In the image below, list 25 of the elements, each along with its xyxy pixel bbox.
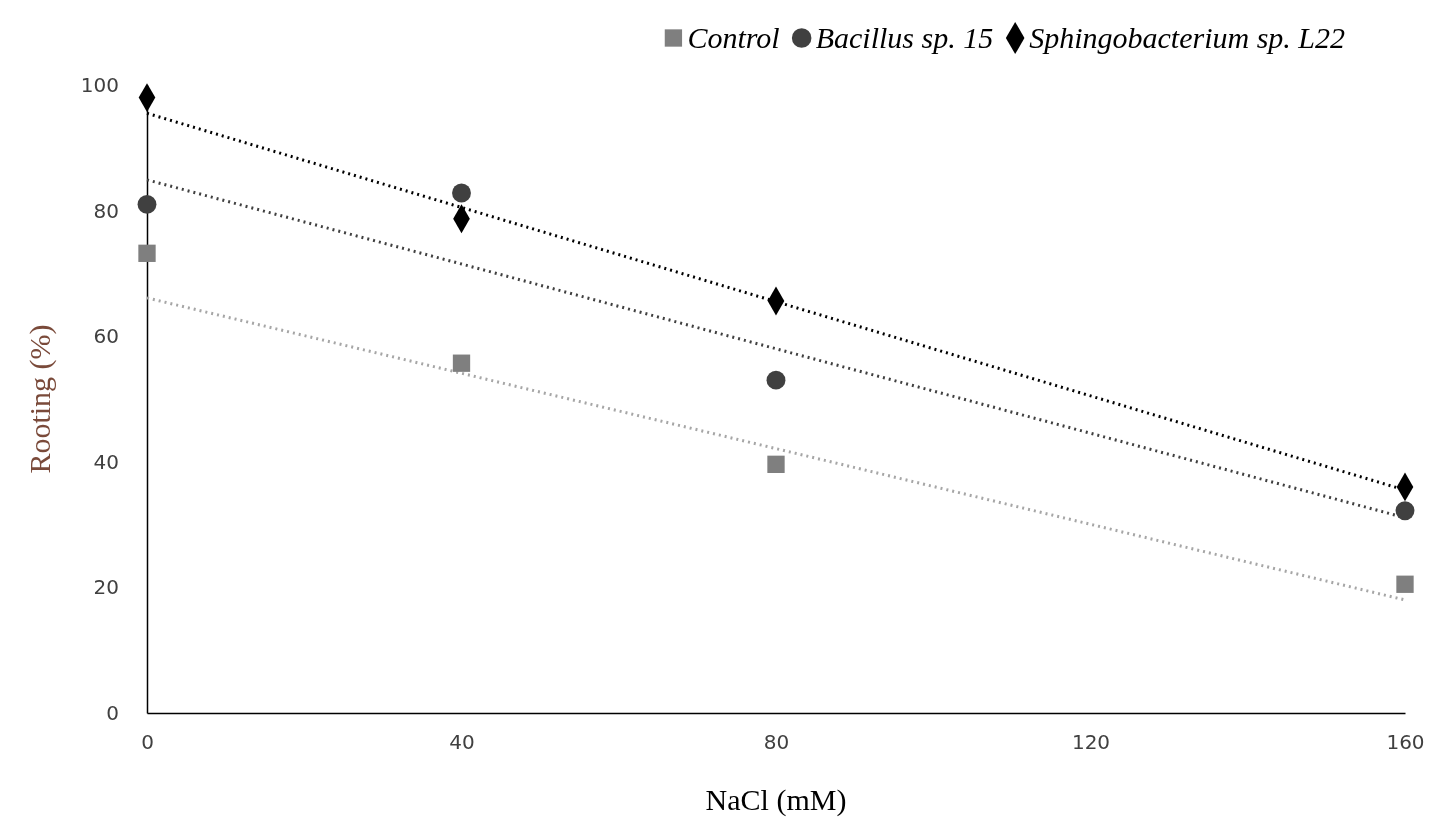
legend-label: Bacillus sp. 15 bbox=[815, 21, 994, 54]
point bbox=[452, 354, 471, 372]
y-tick-label: 80 bbox=[93, 198, 119, 223]
point bbox=[1396, 575, 1414, 593]
y-tick-label: 60 bbox=[93, 324, 119, 349]
point bbox=[452, 183, 471, 203]
x-tick-label: 80 bbox=[763, 730, 790, 755]
point bbox=[138, 244, 156, 262]
legend-label: Sphingobacterium sp. L22 bbox=[1029, 21, 1345, 54]
x-tick-label: 40 bbox=[449, 730, 475, 755]
y-tick-label: 20 bbox=[93, 575, 119, 600]
x-axis-title: NaCl (mM) bbox=[705, 783, 847, 817]
y-tick-label: 40 bbox=[93, 449, 119, 474]
point bbox=[767, 455, 785, 473]
x-tick-label: 120 bbox=[1071, 730, 1111, 755]
legend-label: Control bbox=[687, 21, 780, 54]
line-series bbox=[145, 296, 1407, 602]
y-axis-title: Rooting (%) bbox=[23, 324, 57, 474]
point bbox=[137, 194, 157, 214]
x-tick-label: 0 bbox=[141, 730, 154, 755]
y-tick-label: 100 bbox=[80, 72, 119, 97]
x-tick-label: 160 bbox=[1386, 730, 1425, 755]
point bbox=[766, 370, 786, 390]
y-tick-label: 0 bbox=[106, 700, 119, 725]
point bbox=[1395, 501, 1415, 521]
